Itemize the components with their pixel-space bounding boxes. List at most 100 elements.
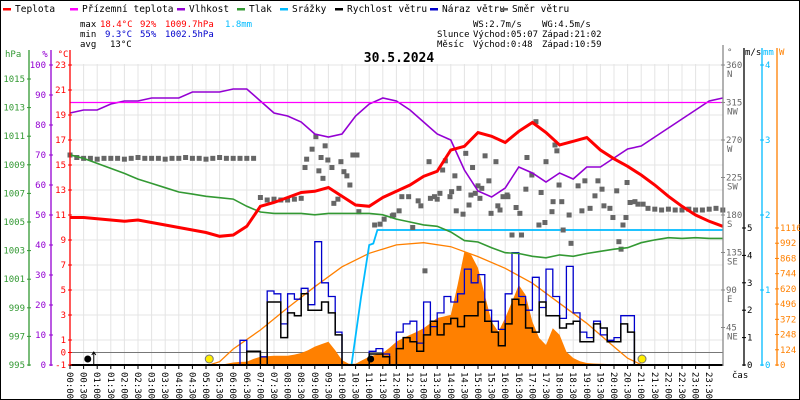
time-tick-label: 07:00: [254, 372, 264, 399]
direction-compass-label: S: [727, 220, 732, 230]
legend: Teplota Přízemní teplota Vlhkost Tlak Srážky…: [3, 4, 569, 15]
pressure-tick-label: 1013: [3, 104, 25, 114]
legend-swatch: [70, 8, 78, 11]
legend-swatch: [280, 8, 288, 11]
legend-label: Tlak: [249, 4, 272, 15]
wind-direction-point: [607, 205, 613, 211]
wind-direction-point: [176, 155, 182, 161]
wind-direction-point: [575, 183, 581, 189]
humidity-tick-label: 70: [35, 151, 46, 161]
max-temp: 18.4°C: [100, 20, 133, 30]
pressure-tick-label: 1009: [3, 161, 25, 171]
stats-block: max 18.4°C 92% 1009.7hPa 1.8mm min 9.3°C…: [80, 20, 602, 50]
wind-direction-point: [652, 206, 658, 212]
wind-direction-point: [285, 197, 291, 203]
temperature-tick-label: 15: [55, 161, 66, 171]
legend-item: Vlhkost: [177, 4, 229, 15]
wind-direction-point: [713, 205, 719, 211]
time-tick-label: 23:00: [690, 372, 700, 399]
moon-label: Měsíc: [437, 40, 464, 50]
wind-direction-point: [251, 155, 257, 161]
wind-direction-point: [533, 119, 539, 125]
wind-direction-point: [568, 240, 574, 246]
time-tick-label: 13:00: [418, 372, 428, 399]
temperature-tick-label: 11: [55, 211, 66, 221]
avg-temp: 13°C: [110, 40, 132, 50]
wind-tick-label: 0: [747, 361, 752, 371]
solar-tick-label: 0: [780, 361, 785, 371]
legend-label: Srážky: [292, 4, 327, 15]
time-tick-label: 04:30: [186, 372, 196, 399]
time-tick-label: 15:30: [486, 372, 496, 399]
direction-compass-label: N: [727, 70, 732, 80]
wind-direction-point: [169, 155, 175, 161]
sunset-time: Západ:21:02: [542, 30, 602, 40]
solar-tick-label: 496: [780, 300, 796, 310]
moonrise-time: Východ:0:48: [473, 40, 533, 50]
wind-tick-label: 2: [747, 306, 752, 316]
wind-direction-point: [479, 185, 485, 191]
time-tick-label: 13:30: [431, 372, 441, 399]
pressure-line: [69, 154, 723, 259]
wind-direction-point: [210, 155, 216, 161]
legend-swatch: [430, 8, 438, 11]
wind-direction-point: [542, 220, 548, 226]
wind-speed-line: [233, 293, 642, 366]
time-tick-label: 11:30: [377, 372, 387, 399]
wind-direction-point: [335, 196, 341, 202]
temperature-tick-label: -1: [55, 361, 66, 371]
solar-tick-label: 372: [780, 315, 796, 325]
time-tick-label: 23:30: [703, 372, 713, 399]
wind-direction-point: [434, 196, 440, 202]
legend-label: Přízemní teplota: [82, 4, 174, 15]
wind-direction-point: [493, 159, 499, 165]
chart-title: 30.5.2024: [364, 51, 435, 66]
legend-item: Přízemní teplota: [70, 4, 174, 15]
wind-direction-point: [341, 169, 347, 175]
wind-direction-point: [679, 207, 685, 213]
wind-direction-point: [601, 203, 607, 209]
wind-direction-point: [271, 196, 277, 202]
time-tick-label: 08:30: [295, 372, 305, 399]
wind-direction-point: [463, 150, 469, 156]
wind-direction-point: [338, 159, 344, 165]
direction-tick-label: 225: [726, 174, 742, 184]
wind-direction-point: [513, 205, 519, 211]
solar-tick-label: 868: [780, 254, 796, 264]
wind-direction-point: [645, 205, 651, 211]
wind-direction-point: [128, 155, 134, 161]
solar-axis-unit: W: [779, 48, 785, 58]
wind-direction-point: [344, 173, 350, 179]
legend-item: Teplota: [3, 4, 55, 15]
legend-swatch: [3, 8, 11, 11]
wind-direction-point: [381, 216, 387, 222]
sun-label: Slunce: [437, 30, 470, 40]
wind-direction-point: [322, 143, 328, 149]
time-tick-label: 21:30: [649, 372, 659, 399]
rain-tick-label: 2: [765, 211, 770, 221]
time-tick-label: 11:00: [363, 372, 373, 399]
time-tick-label: 06:30: [241, 372, 251, 399]
wind-direction-point: [519, 232, 525, 238]
wind-direction-point: [309, 146, 315, 152]
wind-direction-point: [693, 207, 699, 213]
wind-direction-point: [505, 194, 511, 200]
time-tick-label: 17:00: [526, 372, 536, 399]
rain-tick-label: 1: [765, 286, 770, 296]
wind-direction-point: [396, 208, 402, 214]
solar-tick-label: 124: [780, 346, 796, 356]
time-tick-label: 18:00: [554, 372, 564, 399]
wind-direction-point: [595, 178, 601, 184]
wind-tick-label: 5: [747, 224, 752, 234]
pressure-tick-label: 1003: [3, 247, 25, 257]
legend-label: Vlhkost: [189, 4, 229, 15]
wind-direction-point: [554, 148, 560, 154]
time-tick-label: 18:30: [567, 372, 577, 399]
pressure-tick-label: 1007: [3, 189, 25, 199]
wind-direction-point: [316, 168, 322, 174]
legend-item: Směr větru: [500, 4, 569, 15]
temperature-tick-label: 1: [61, 336, 66, 346]
wind-direction-point: [189, 155, 195, 161]
legend-label: Rychlost větru: [347, 4, 427, 15]
